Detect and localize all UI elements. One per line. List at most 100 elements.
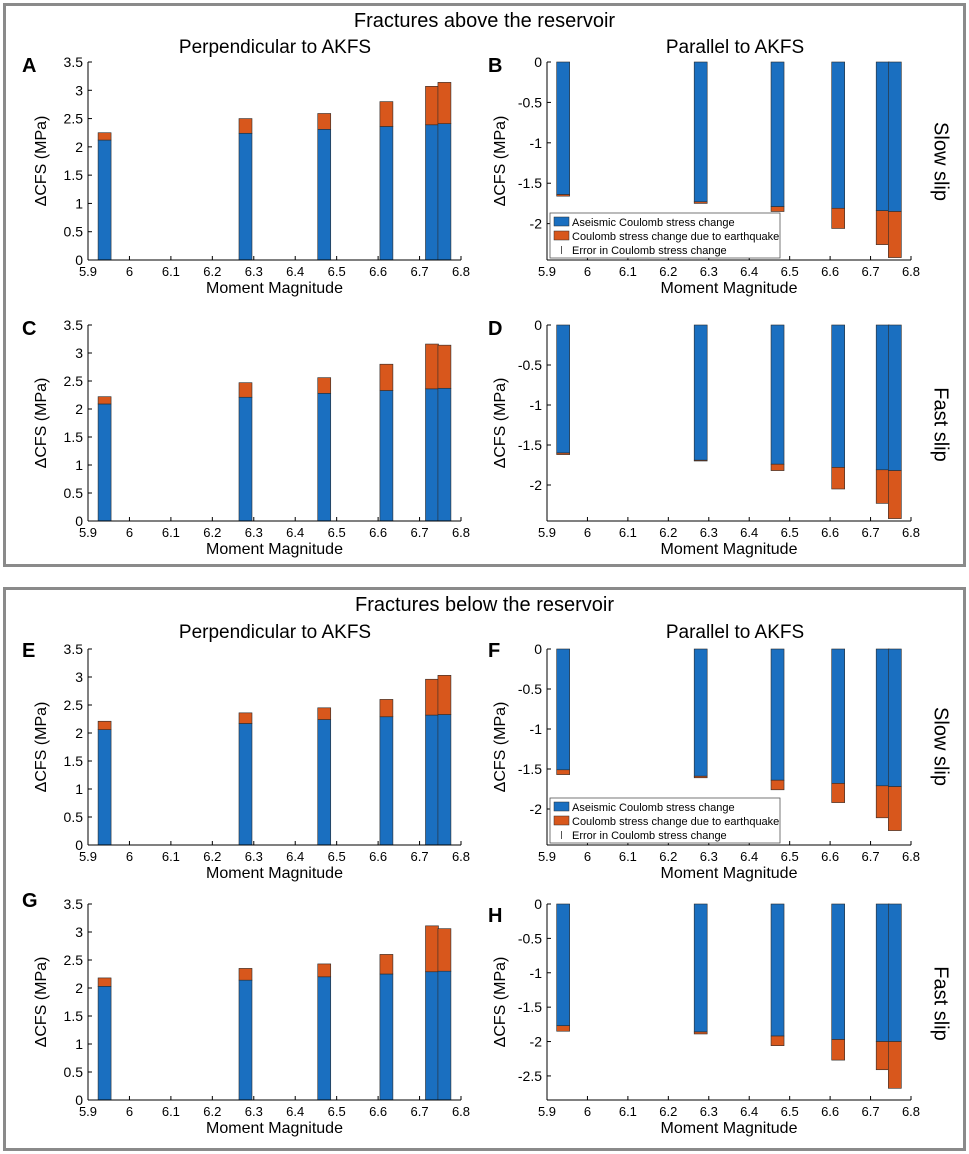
- ytick-label-h-2: -1: [530, 965, 543, 981]
- ylabel-c: ΔCFS (MPa): [33, 378, 50, 469]
- xtick-label-d-2: 6.1: [619, 525, 637, 540]
- xtick-label-h-2: 6.1: [619, 1104, 637, 1119]
- ytick-label-e-0: 0: [75, 837, 83, 853]
- ytick-label-c-6: 3: [75, 345, 83, 361]
- panel-letter-g: G: [22, 890, 38, 912]
- ytick-label-h-0: 0: [534, 896, 542, 912]
- bar-b-aseismic-4: [875, 61, 890, 212]
- column-title-perpendicular-top: Perpendicular to AKFS: [178, 37, 372, 58]
- bar-h-earthquake-1: [693, 1031, 708, 1035]
- legend-f-aseismic-label: Aseismic Coulomb stress change: [572, 802, 735, 814]
- xtick-label-b-6: 6.5: [781, 264, 799, 279]
- xtick-label-h-6: 6.5: [781, 1104, 799, 1119]
- xlabel-f: Moment Magnitude: [661, 865, 798, 882]
- xtick-label-f-1: 6: [584, 849, 591, 864]
- bar-e-aseismic-1: [238, 723, 253, 846]
- bar-h-aseismic-4: [875, 903, 890, 1042]
- xlabel-a: Moment Magnitude: [206, 280, 343, 297]
- bar-g-earthquake-3: [379, 954, 394, 975]
- bar-f-earthquake-1: [693, 775, 708, 779]
- bar-d-aseismic-2: [770, 324, 785, 465]
- xtick-label-g-5: 6.4: [286, 1104, 304, 1119]
- xtick-label-g-1: 6: [126, 1104, 133, 1119]
- ytick-label-f-4: -2: [530, 801, 543, 817]
- bar-e-earthquake-2: [317, 707, 332, 720]
- ytick-label-a-5: 2.5: [64, 111, 84, 127]
- xtick-label-c-5: 6.4: [286, 525, 304, 540]
- bar-d-earthquake-3: [831, 467, 846, 490]
- bar-d-earthquake-1: [693, 459, 708, 462]
- xtick-label-h-8: 6.7: [862, 1104, 880, 1119]
- bar-c-earthquake-4: [425, 343, 439, 390]
- bar-e-aseismic-4: [425, 714, 439, 846]
- bar-h-aseismic-1: [693, 903, 708, 1033]
- legend-b-earthquake-label: Coulomb stress change due to earthquake: [572, 231, 779, 243]
- ytick-label-e-1: 0.5: [64, 809, 84, 825]
- bar-c-earthquake-3: [379, 363, 394, 391]
- bar-d-aseismic-3: [831, 324, 846, 468]
- xtick-label-b-4: 6.3: [700, 264, 718, 279]
- ytick-label-e-7: 3.5: [64, 641, 84, 657]
- ytick-label-b-3: -1.5: [518, 175, 542, 191]
- xtick-label-d-9: 6.8: [902, 525, 920, 540]
- bar-b-earthquake-4: [875, 210, 890, 245]
- ytick-label-e-6: 3: [75, 669, 83, 685]
- ytick-label-e-2: 1: [75, 781, 83, 797]
- ytick-label-a-2: 1: [75, 195, 83, 211]
- xtick-label-d-6: 6.5: [781, 525, 799, 540]
- ylabel-g: ΔCFS (MPa): [33, 957, 50, 1048]
- xtick-label-f-8: 6.7: [862, 849, 880, 864]
- bar-a-aseismic-2: [317, 129, 332, 261]
- panel-letter-f: F: [488, 640, 501, 662]
- panel-letter-e: E: [22, 640, 36, 662]
- bar-f-earthquake-5: [888, 786, 902, 831]
- ytick-label-a-6: 3: [75, 82, 83, 98]
- bar-a-aseismic-1: [238, 132, 253, 261]
- xtick-label-f-3: 6.2: [659, 849, 677, 864]
- xtick-label-g-6: 6.5: [328, 1104, 346, 1119]
- xtick-label-e-0: 5.9: [79, 849, 97, 864]
- ytick-label-c-1: 0.5: [64, 485, 84, 501]
- xtick-label-a-2: 6.1: [162, 264, 180, 279]
- bar-g-aseismic-4: [425, 971, 439, 1101]
- legend-f-earthquake-label: Coulomb stress change due to earthquake: [572, 816, 779, 828]
- bar-h-earthquake-5: [888, 1041, 902, 1089]
- bar-d-aseismic-0: [556, 324, 570, 454]
- ytick-label-h-3: -1.5: [518, 999, 542, 1015]
- ytick-label-a-0: 0: [75, 252, 83, 268]
- bar-b-earthquake-1: [693, 201, 708, 204]
- xtick-label-a-6: 6.5: [328, 264, 346, 279]
- bar-a-earthquake-3: [379, 101, 394, 127]
- bar-b-aseismic-1: [693, 61, 708, 203]
- ytick-label-f-1: -0.5: [518, 681, 542, 697]
- xtick-label-c-3: 6.2: [203, 525, 221, 540]
- xtick-label-f-6: 6.5: [781, 849, 799, 864]
- legend-f-earthquake-swatch: [553, 815, 570, 826]
- bar-a-aseismic-5: [437, 123, 452, 261]
- bar-a-earthquake-0: [97, 132, 112, 141]
- xtick-label-b-5: 6.4: [740, 264, 758, 279]
- ytick-label-d-1: -0.5: [518, 357, 542, 373]
- ytick-label-d-3: -1.5: [518, 437, 542, 453]
- xtick-label-b-3: 6.2: [659, 264, 677, 279]
- bar-e-aseismic-0: [97, 729, 112, 846]
- ylabel-f: ΔCFS (MPa): [492, 702, 509, 793]
- xtick-label-h-7: 6.6: [821, 1104, 839, 1119]
- xtick-label-c-9: 6.8: [452, 525, 470, 540]
- xtick-label-c-7: 6.6: [369, 525, 387, 540]
- bar-f-aseismic-4: [875, 648, 890, 787]
- bar-f-aseismic-5: [888, 648, 902, 787]
- xtick-label-b-0: 5.9: [538, 264, 556, 279]
- legend-f-error-label: Error in Coulomb stress change: [572, 830, 727, 842]
- xtick-label-a-3: 6.2: [203, 264, 221, 279]
- ytick-label-g-1: 0.5: [64, 1064, 84, 1080]
- bar-c-aseismic-3: [379, 390, 394, 522]
- ytick-label-c-7: 3.5: [64, 317, 84, 333]
- bar-e-earthquake-4: [425, 678, 439, 716]
- legend-b-box: [549, 212, 781, 259]
- xtick-label-g-9: 6.8: [452, 1104, 470, 1119]
- ytick-label-c-0: 0: [75, 513, 83, 529]
- bar-d-earthquake-5: [888, 470, 902, 519]
- bar-e-aseismic-2: [317, 719, 332, 846]
- xtick-label-e-4: 6.3: [245, 849, 263, 864]
